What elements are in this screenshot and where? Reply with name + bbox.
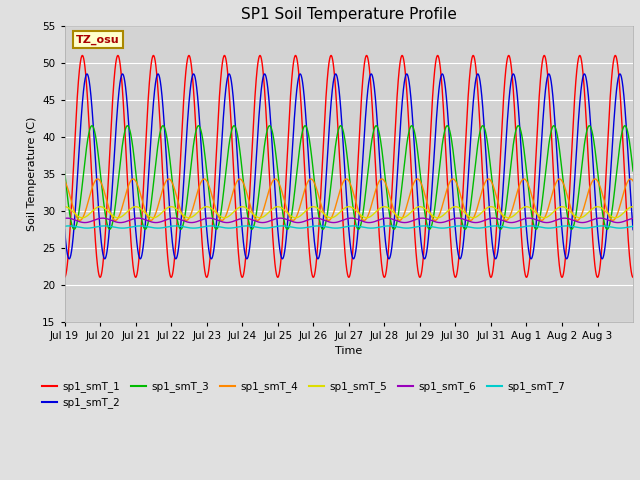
Title: SP1 Soil Temperature Profile: SP1 Soil Temperature Profile — [241, 7, 457, 22]
X-axis label: Time: Time — [335, 346, 362, 356]
Text: TZ_osu: TZ_osu — [76, 35, 120, 45]
Legend: sp1_smT_1, sp1_smT_2, sp1_smT_3, sp1_smT_4, sp1_smT_5, sp1_smT_6, sp1_smT_7: sp1_smT_1, sp1_smT_2, sp1_smT_3, sp1_smT… — [37, 377, 570, 412]
Y-axis label: Soil Temperature (C): Soil Temperature (C) — [27, 117, 36, 231]
